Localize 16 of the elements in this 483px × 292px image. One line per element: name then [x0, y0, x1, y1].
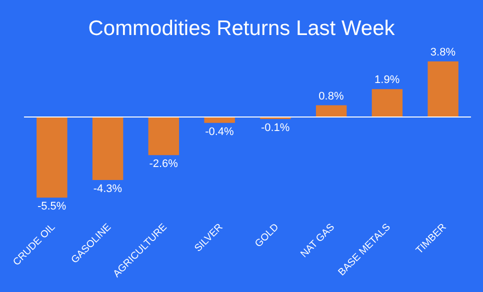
chart-title: Commodities Returns Last Week	[88, 17, 396, 40]
bar	[36, 117, 68, 198]
bar	[316, 105, 347, 118]
data-label: 1.9%	[374, 74, 400, 86]
data-label: 0.8%	[318, 90, 344, 102]
data-label: -2.6%	[149, 158, 178, 170]
data-label: -0.4%	[205, 126, 234, 138]
bar	[148, 117, 180, 156]
bar	[204, 117, 235, 123]
data-label: 3.8%	[430, 46, 456, 58]
data-label: -0.1%	[260, 122, 290, 134]
bar	[428, 61, 458, 118]
data-label: -4.3%	[93, 182, 122, 195]
bar	[92, 117, 124, 180]
bar	[372, 89, 403, 118]
data-label: -5.5%	[37, 200, 66, 213]
